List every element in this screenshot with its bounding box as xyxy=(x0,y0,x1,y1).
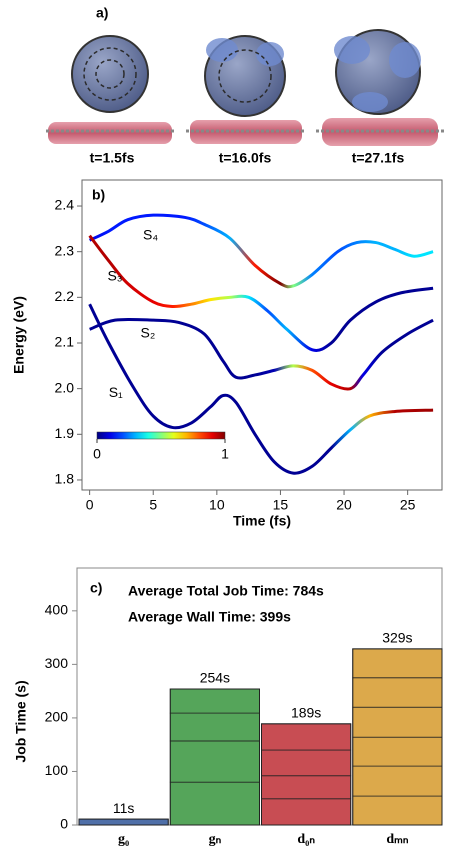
x-tick-label: d₀ₙ xyxy=(297,832,315,847)
bar-segment xyxy=(352,706,443,738)
y-tick-label: 2.0 xyxy=(55,379,75,395)
value-label: 11s xyxy=(113,800,135,816)
panel-label: a) xyxy=(96,5,108,21)
x-tick-label: 10 xyxy=(209,497,225,513)
x-tick-label: 5 xyxy=(149,497,157,513)
series-label: S₂ xyxy=(141,325,156,341)
bar-segment xyxy=(352,677,443,708)
energy-curve xyxy=(88,234,434,352)
y-tick-label: 1.8 xyxy=(55,471,75,487)
x-tick-label: dₘₙ xyxy=(386,832,409,847)
molecule-1 xyxy=(46,35,176,144)
bar-segment xyxy=(169,740,260,783)
series-label: S₄ xyxy=(143,226,158,242)
y-tick-label: 0 xyxy=(60,816,68,832)
x-tick-label: 15 xyxy=(273,497,289,513)
x-tick-label: 25 xyxy=(400,497,416,513)
y-tick-label: 2.2 xyxy=(55,288,75,304)
value-label: 254s xyxy=(200,670,230,686)
series-label: S₃ xyxy=(107,267,122,283)
snapshot-label: t=27.1fs xyxy=(352,150,405,166)
bar-segment xyxy=(261,749,352,777)
value-label: 189s xyxy=(291,705,321,721)
bar-segment xyxy=(261,775,352,800)
series-label: S₁ xyxy=(109,384,123,400)
x-tick-label: 20 xyxy=(336,497,352,513)
bar-segment xyxy=(352,648,443,679)
bar xyxy=(78,818,169,826)
bar-segment xyxy=(78,818,169,826)
snapshot-label: t=1.5fs xyxy=(90,150,135,166)
panel-label: c) xyxy=(90,580,102,596)
y-tick-label: 2.3 xyxy=(55,242,75,258)
colorbar-tick-label: 1 xyxy=(221,446,229,462)
bar xyxy=(261,723,352,826)
energy-curve xyxy=(88,213,434,289)
y-tick-label: 100 xyxy=(45,762,69,778)
annotation: Average Total Job Time: 784s xyxy=(128,583,324,599)
bar-segment xyxy=(261,723,352,751)
bar xyxy=(352,648,443,826)
annotation: Average Wall Time: 399s xyxy=(128,609,291,625)
colorbar-tick-label: 0 xyxy=(93,446,101,462)
plot-frame xyxy=(81,179,443,491)
value-label: 329s xyxy=(382,630,412,646)
energy-curve xyxy=(88,303,434,475)
molecule-3 xyxy=(316,29,444,146)
bar xyxy=(169,688,260,826)
bar-segment xyxy=(169,688,260,714)
x-tick-label: gₙ xyxy=(209,832,222,847)
y-tick-label: 2.1 xyxy=(55,334,75,350)
y-tick-label: 400 xyxy=(45,602,69,618)
bar-segment xyxy=(352,795,443,826)
bar-segment xyxy=(352,765,443,797)
y-tick-label: 1.9 xyxy=(55,425,75,441)
energy-curve xyxy=(89,317,434,391)
x-tick-label: 0 xyxy=(86,497,94,513)
colorbar xyxy=(96,431,226,440)
bar-segment xyxy=(169,781,260,826)
panel-label: b) xyxy=(92,187,105,203)
y-tick-label: 2.4 xyxy=(55,197,75,213)
y-tick-label: 200 xyxy=(45,709,69,725)
y-tick-label: 300 xyxy=(45,655,69,671)
molecule-2 xyxy=(186,35,306,144)
snapshot-label: t=16.0fs xyxy=(219,150,272,166)
bar-segment xyxy=(169,712,260,742)
y-axis-label: Energy (eV) xyxy=(11,296,27,374)
y-axis-label: Job Time (s) xyxy=(13,680,29,762)
bar-segment xyxy=(261,798,352,826)
bar-segment xyxy=(352,736,443,767)
x-tick-label: g₀ xyxy=(118,832,129,847)
x-axis-label: Time (fs) xyxy=(233,513,291,529)
